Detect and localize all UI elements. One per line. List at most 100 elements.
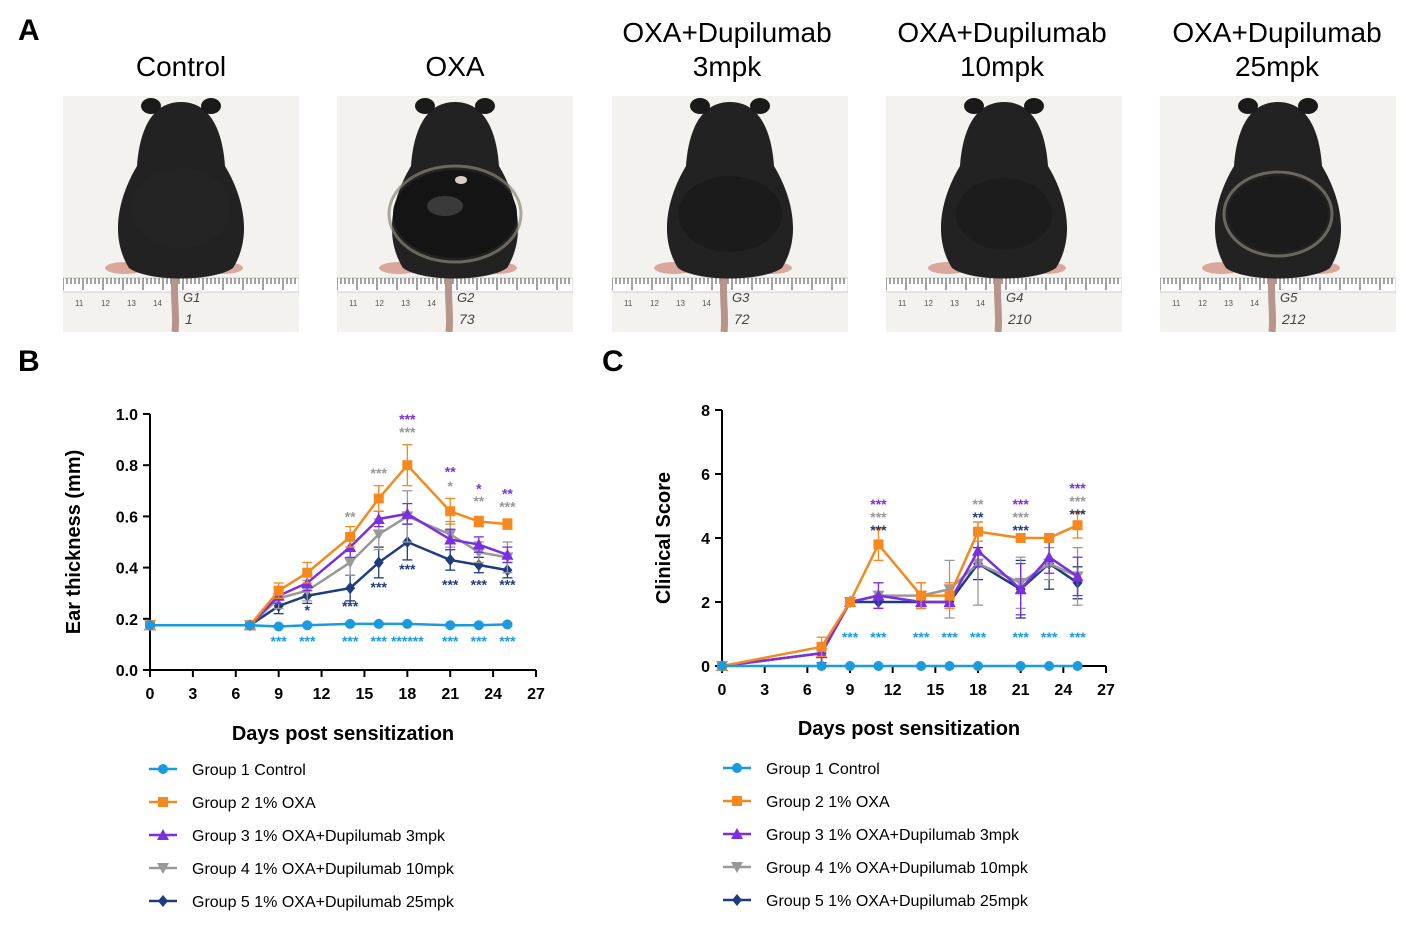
chart-c-x-tick-label: 15 (926, 682, 944, 699)
mouse-tail (993, 273, 1003, 332)
chart-b-legend-marker (157, 829, 169, 840)
chart-b-x-tick-label: 21 (441, 686, 459, 703)
cage-tag: G1 (183, 290, 200, 305)
chart-b-significance: *** (399, 411, 416, 427)
chart-c-legend-label: Group 5 1% OXA+Dupilumab 25mpk (766, 893, 1029, 910)
chart-b-point-g2 (402, 460, 413, 471)
chart-c-significance: *** (870, 629, 887, 645)
cage-tag: G3 (732, 290, 750, 305)
chart-b-y-label: Ear thickness (mm) (63, 450, 85, 635)
chart-b-point-g4 (372, 529, 385, 541)
chart-c-point-g1 (1072, 661, 1083, 671)
chart-b-significance: *** (371, 579, 388, 595)
chart-b-point-g1 (273, 621, 284, 632)
chart-b-significance: *** (499, 576, 516, 592)
chart-b-y-tick-label: 0.2 (116, 612, 138, 629)
chart-c-legend-marker (731, 862, 743, 873)
chart-b-legend-marker (158, 764, 168, 774)
chart-c-x-tick-label: 9 (846, 682, 855, 699)
chart-c-point-g1 (1015, 661, 1026, 671)
chart-b-series-line-g2 (150, 463, 508, 627)
chart-b-point-g1 (345, 618, 356, 629)
chart-c-x-label: Days post sensitization (798, 718, 1020, 740)
chart-c-point-g1 (873, 661, 884, 671)
chart-b-point-g1 (473, 620, 484, 631)
chart-c-significance: *** (1012, 629, 1029, 645)
chart-b-point-g2 (345, 531, 356, 542)
chart-b-point-g2 (473, 516, 484, 527)
chart-b-x-tick-label: 15 (356, 686, 374, 703)
dermatitis-lesion (1228, 176, 1328, 252)
chart-b-significance: *** (299, 633, 316, 649)
chart-b-y-tick-label: 0.4 (116, 561, 138, 578)
chart-c-significance: *** (1012, 522, 1029, 538)
mouse-photo-10mpk: 11 12 13 14 G4 210 (886, 96, 1122, 332)
ruler-label: 14 (1250, 299, 1259, 308)
photo-title-control: Control (135, 51, 227, 82)
chart-b-x-tick-label: 0 (146, 686, 155, 703)
chart-c-point-g1 (973, 661, 983, 671)
mouse-ear (1024, 98, 1044, 114)
photo-title-oxa: OXA (425, 51, 485, 82)
photo-title-25mpk: OXA+Dupilumab 25mpk (1172, 17, 1382, 82)
chart-b-significance: *** (371, 465, 388, 481)
chart-b-significance: *** (442, 576, 459, 592)
cage-tag: G4 (1006, 290, 1023, 305)
chart-c-point-g3 (972, 544, 984, 556)
animal-id: 72 (734, 311, 750, 327)
chart-c-point-g2 (973, 526, 983, 537)
chart-b-legend-label: Group 4 1% OXA+Dupilumab 10mpk (192, 861, 455, 878)
chart-b-point-g1 (502, 619, 513, 630)
chart-b-significance: ** (445, 464, 456, 480)
chart-b-point-g5 (445, 553, 456, 566)
chart-b-point-g3 (444, 533, 457, 545)
chart-b-significance: ** (345, 509, 356, 525)
mouse-ear (690, 98, 710, 114)
animal-id: 1 (185, 311, 193, 327)
animal-id: 210 (1007, 311, 1032, 327)
chart-b-legend-marker (158, 895, 168, 907)
mouse-ear (141, 98, 161, 114)
chart-c-series-line-g3 (721, 548, 1079, 668)
chart-c-y-tick-label: 0 (701, 659, 710, 676)
chart-b-legend-marker (158, 797, 168, 807)
chart-b-series-line-g1 (150, 622, 508, 628)
chart-c-legend-label: Group 1 Control (766, 761, 880, 778)
chart-c-point-g1 (1044, 661, 1055, 671)
mouse-tail (719, 273, 729, 332)
mouse-photo-oxa: 11 12 13 14 G2 73 (337, 96, 573, 332)
chart-b-point-g3 (372, 512, 385, 524)
chart-b-legend-label: Group 5 1% OXA+Dupilumab 25mpk (192, 894, 455, 911)
lesion-scab (427, 196, 463, 216)
chart-b-significance: *** (270, 633, 287, 649)
chart-b-x-tick-label: 12 (313, 686, 331, 703)
chart-c-point-g2 (916, 590, 927, 601)
ruler-label: 11 (1172, 299, 1181, 308)
chart-c-legend-label: Group 4 1% OXA+Dupilumab 10mpk (766, 860, 1029, 877)
photo-title-10mpk: OXA+Dupilumab 10mpk (897, 17, 1107, 82)
ruler-label: 14 (976, 299, 985, 308)
shaved-edge (1222, 170, 1334, 258)
chart-b-point-g2 (502, 519, 513, 530)
chart-b-x-tick-label: 27 (527, 686, 545, 703)
chart-c-significance: *** (870, 509, 887, 525)
chart-c-y-label: Clinical Score (653, 472, 675, 604)
lesion-spot (455, 176, 467, 184)
chart-b-significance: *** (371, 633, 388, 649)
chart-b-y-tick-label: 0.8 (116, 458, 138, 475)
chart-c-significance: *** (1069, 629, 1086, 645)
chart-c-legend-marker (731, 828, 743, 839)
chart-c-point-g2 (873, 539, 884, 550)
chart-b-x-tick-label: 3 (188, 686, 197, 703)
chart-b-point-g2 (273, 585, 284, 596)
chart-b-point-g4 (344, 557, 357, 569)
mouse-tail (170, 273, 180, 332)
chart-b-series-line-g5 (150, 540, 508, 627)
ruler-label: 11 (624, 299, 633, 308)
chart-c-significance: *** (1069, 493, 1086, 509)
chart-c-significance: *** (1012, 509, 1029, 525)
chart-c-significance: *** (842, 629, 859, 645)
chart-b-significance: *** (342, 633, 359, 649)
chart-c-significance: *** (1069, 506, 1086, 522)
chart-c-x-tick-label: 24 (1054, 682, 1072, 699)
